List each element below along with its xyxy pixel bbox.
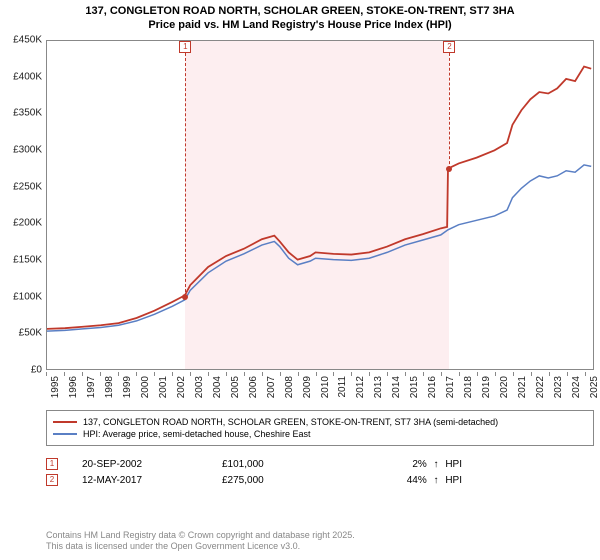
x-tick-label: 2014 [391, 376, 402, 398]
x-tick-label: 2017 [445, 376, 456, 398]
x-tick-label: 2011 [337, 376, 348, 398]
x-tick-label: 2012 [355, 376, 366, 398]
sale-delta: 2% ↑ HPI [342, 459, 462, 470]
x-tick-label: 2006 [248, 376, 259, 398]
legend-swatch-1 [53, 421, 77, 423]
x-tick-label: 2018 [463, 376, 474, 398]
y-tick-label: £400K [13, 71, 42, 82]
x-tick-label: 2003 [194, 376, 205, 398]
x-tick-label: 2000 [140, 376, 151, 398]
y-tick-label: £0 [31, 365, 42, 376]
marker-vline [185, 53, 186, 297]
x-tick-label: 1995 [50, 376, 61, 398]
sale-price: £275,000 [222, 475, 342, 486]
x-tick-label: 1999 [122, 376, 133, 398]
up-arrow-icon: ↑ [434, 459, 439, 470]
x-tick-label: 2004 [212, 376, 223, 398]
legend-label-1: 137, CONGLETON ROAD NORTH, SCHOLAR GREEN… [83, 417, 498, 427]
x-tick-label: 2001 [158, 376, 169, 398]
x-tick-label: 1997 [86, 376, 97, 398]
marker-label-box: 2 [443, 41, 455, 53]
y-tick-label: £250K [13, 181, 42, 192]
sale-marker-box: 2 [46, 474, 58, 486]
x-tick-label: 2019 [481, 376, 492, 398]
title-line2: Price paid vs. HM Land Registry's House … [8, 18, 592, 32]
series-paid-line [47, 67, 591, 329]
marker-label-box: 1 [179, 41, 191, 53]
x-tick-label: 2009 [302, 376, 313, 398]
marker-dot [446, 166, 452, 172]
chart-plot-area: 12 [46, 40, 594, 370]
up-arrow-icon: ↑ [434, 475, 439, 486]
copyright-line1: Contains HM Land Registry data © Crown c… [46, 530, 355, 541]
x-tick-label: 1998 [104, 376, 115, 398]
y-tick-label: £100K [13, 291, 42, 302]
x-tick-label: 2015 [409, 376, 420, 398]
x-tick-label: 2016 [427, 376, 438, 398]
legend-box: 137, CONGLETON ROAD NORTH, SCHOLAR GREEN… [46, 410, 594, 446]
chart-lines-svg [47, 41, 593, 369]
sale-price: £101,000 [222, 459, 342, 470]
legend-swatch-2 [53, 433, 77, 435]
x-axis-labels: 1995 1996 1997 1998 1999 2000 2001 2002 2003 2004… [46, 372, 594, 408]
x-tick-label: 2025 [589, 376, 600, 398]
y-axis-labels: £0£50K£100K£150K£200K£250K£300K£350K£400… [0, 40, 44, 370]
marker-dot [182, 294, 188, 300]
y-tick-label: £200K [13, 218, 42, 229]
x-tick-label: 2021 [517, 376, 528, 398]
sale-info-row: 2 12-MAY-2017£275,00044% ↑ HPI [46, 474, 594, 486]
x-tick-label: 2020 [499, 376, 510, 398]
y-tick-label: £450K [13, 35, 42, 46]
legend-label-2: HPI: Average price, semi-detached house,… [83, 429, 310, 439]
sale-delta: 44% ↑ HPI [342, 475, 462, 486]
chart-title: 137, CONGLETON ROAD NORTH, SCHOLAR GREEN… [0, 0, 600, 35]
x-tick-label: 2022 [535, 376, 546, 398]
sale-date: 20-SEP-2002 [82, 459, 222, 470]
copyright-line2: This data is licensed under the Open Gov… [46, 541, 355, 552]
y-tick-label: £150K [13, 255, 42, 266]
y-tick-label: £50K [19, 328, 42, 339]
title-line1: 137, CONGLETON ROAD NORTH, SCHOLAR GREEN… [8, 4, 592, 18]
copyright-text: Contains HM Land Registry data © Crown c… [46, 530, 355, 552]
marker-vline [449, 53, 450, 169]
sales-info-table: 1 20-SEP-2002£101,0002% ↑ HPI 2 12-MAY-2017… [46, 454, 594, 490]
x-tick-label: 2007 [266, 376, 277, 398]
x-tick-label: 2023 [553, 376, 564, 398]
sale-marker-box: 1 [46, 458, 58, 470]
legend-item-2: HPI: Average price, semi-detached house,… [53, 429, 587, 439]
x-tick-label: 1996 [68, 376, 79, 398]
legend-item-1: 137, CONGLETON ROAD NORTH, SCHOLAR GREEN… [53, 417, 587, 427]
x-tick-label: 2013 [373, 376, 384, 398]
x-tick-label: 2008 [284, 376, 295, 398]
sale-info-row: 1 20-SEP-2002£101,0002% ↑ HPI [46, 458, 594, 470]
x-tick-label: 2005 [230, 376, 241, 398]
y-tick-label: £300K [13, 145, 42, 156]
x-tick-label: 2010 [320, 376, 331, 398]
sale-date: 12-MAY-2017 [82, 475, 222, 486]
series-hpi-line [47, 165, 591, 331]
x-tick-label: 2024 [571, 376, 582, 398]
x-tick-label: 2002 [176, 376, 187, 398]
y-tick-label: £350K [13, 108, 42, 119]
